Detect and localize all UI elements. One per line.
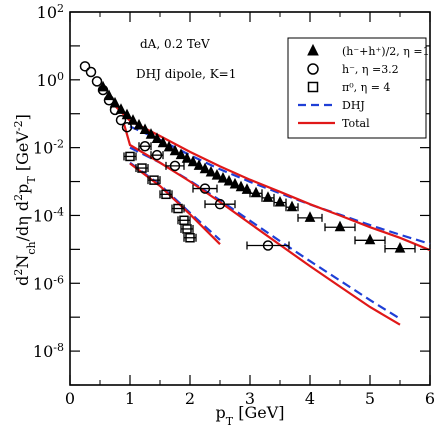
data-point-triangle	[262, 191, 274, 202]
data-point-triangle	[187, 155, 199, 167]
x-tick-label: 1	[125, 389, 135, 408]
data-point-triangle	[223, 174, 235, 186]
y-tick-label: 10-6	[33, 273, 64, 294]
data-point-circle	[199, 183, 211, 194]
legend-label: π⁰, η = 4	[342, 81, 390, 94]
data-point-circle	[91, 76, 103, 87]
data-point-triangle	[127, 114, 139, 125]
x-tick-label: 2	[185, 389, 195, 408]
data-point-square	[173, 203, 183, 214]
x-tick-label: 4	[305, 389, 315, 408]
data-point-triangle	[229, 177, 241, 189]
data-point-triangle	[205, 165, 217, 177]
legend-label: (h⁻+h⁺)/2, η =1	[342, 45, 430, 58]
x-tick-label: 6	[425, 389, 435, 408]
data-point-triangle	[235, 180, 247, 192]
data-point-triangle	[364, 233, 376, 245]
data-point-triangle	[286, 200, 298, 212]
ticks-layer: 0 1 2 3 4 5 6 102 100 10-2 10-4 10-6 10-8	[33, 2, 435, 409]
data-point-circle	[97, 84, 109, 96]
x-tick-label: 0	[65, 389, 75, 408]
data-point-circle	[139, 140, 151, 152]
legend-marker-triangle	[307, 43, 319, 56]
x-axis-title: pT [GeV]	[216, 403, 285, 428]
legend-marker-square	[307, 81, 319, 93]
data-point-square	[185, 233, 195, 243]
data-point-triangle	[133, 118, 145, 130]
data-point-triangle	[169, 144, 181, 156]
y-axis-title: d2Nch/dη d2pT [GeV-2]	[12, 114, 38, 286]
data-point-triangle	[274, 195, 286, 207]
data-point-circle	[262, 240, 274, 251]
data-point-triangle	[181, 152, 193, 163]
data-point-square	[161, 189, 171, 200]
curve-dhj-eta32	[129, 146, 401, 320]
y-tick-label: 102	[37, 2, 64, 23]
legend-marker-circle	[307, 63, 319, 75]
legend-label: DHJ	[342, 99, 365, 112]
data-point-circle	[85, 66, 97, 78]
data-point-triangle	[199, 162, 211, 174]
legend-label: Total	[342, 117, 370, 130]
data-point-square	[182, 224, 192, 234]
legend: (h⁻+h⁺)/2, η =1 h⁻, η =3.2 π⁰, η = 4 DHJ Tot…	[287, 37, 430, 139]
points-layer	[79, 61, 416, 253]
data-point-circle	[115, 114, 127, 126]
curve-total-eta1	[111, 102, 431, 252]
curve-dhj-eta1	[129, 125, 431, 245]
y-tick-label: 100	[37, 69, 64, 90]
data-point-circle	[169, 160, 181, 172]
y-tick-label: 10-2	[33, 137, 64, 158]
y-tick-label: 10-8	[33, 341, 64, 362]
data-point-circle	[109, 104, 121, 116]
data-point-square	[149, 175, 159, 185]
data-point-triangle	[175, 148, 187, 160]
data-point-triangle	[394, 242, 406, 253]
data-point-square	[137, 163, 147, 173]
data-point-circle	[79, 61, 91, 72]
data-point-triangle	[151, 132, 163, 143]
curve-total-eta4	[129, 162, 221, 245]
data-point-triangle	[217, 171, 229, 183]
data-point-triangle	[163, 140, 175, 152]
data-point-circle	[103, 94, 115, 106]
x-tick-label: 3	[245, 389, 255, 408]
data-point-triangle	[193, 159, 205, 170]
data-point-triangle	[334, 220, 346, 232]
y-tick-label: 10-4	[33, 205, 64, 226]
data-point-circle	[121, 121, 133, 133]
annotation-model: DHJ dipole, K=1	[136, 67, 236, 81]
data-point-triangle	[139, 123, 151, 135]
annotation-collision: dA, 0.2 TeV	[140, 37, 210, 51]
data-point-triangle	[241, 183, 253, 194]
data-point-circle	[151, 149, 163, 161]
data-point-triangle	[157, 136, 169, 148]
data-point-triangle	[304, 211, 316, 222]
curve-total-eta32	[122, 123, 401, 326]
data-point-circle	[214, 198, 226, 210]
curves-layer	[111, 102, 431, 326]
data-point-square	[125, 151, 135, 162]
data-point-triangle	[250, 186, 262, 198]
data-point-triangle	[145, 128, 157, 139]
data-point-triangle	[211, 168, 223, 180]
x-tick-label: 5	[365, 389, 375, 408]
legend-label: h⁻, η =3.2	[342, 63, 399, 76]
